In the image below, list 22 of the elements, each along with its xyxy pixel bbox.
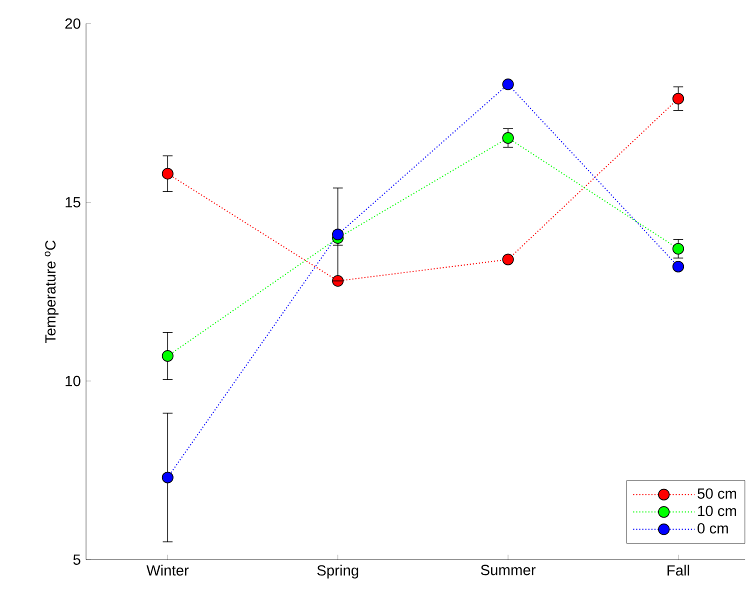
- x-tick-label: Fall: [668, 564, 690, 576]
- point: [162, 472, 174, 484]
- x-tick-label: Spring: [317, 564, 358, 578]
- y-tick-label: 5: [73, 554, 80, 565]
- legend-label: 50 cm: [698, 488, 736, 499]
- point: [672, 92, 684, 104]
- point: [672, 242, 684, 254]
- y-tick-label: 20: [65, 18, 80, 29]
- legend-label: 10 cm: [698, 506, 736, 516]
- x-tick-label: Winter: [146, 564, 189, 576]
- legend-label: 0 cm: [698, 523, 728, 534]
- y-tick-label: 15: [66, 197, 80, 208]
- x-tick-label: Summer: [480, 564, 536, 576]
- y-axis-title: Temperature $^{o}$C: [44, 240, 59, 343]
- point: [672, 260, 684, 272]
- y-tick-label: 10: [66, 376, 80, 386]
- point: [502, 132, 514, 144]
- point: [332, 228, 344, 240]
- point: [502, 254, 514, 266]
- point: [162, 350, 174, 362]
- point: [502, 78, 514, 90]
- point: [162, 168, 174, 180]
